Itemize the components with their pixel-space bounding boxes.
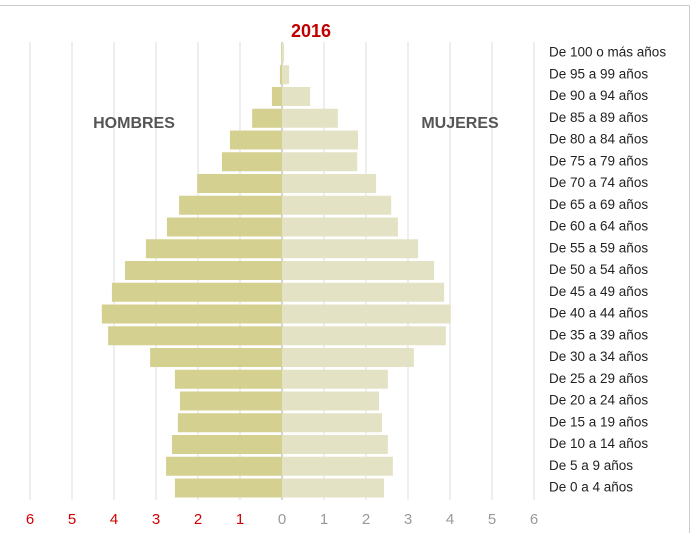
category-label: De 80 a 84 años	[549, 132, 648, 147]
bar	[282, 261, 435, 280]
x-tick-label: 2	[194, 511, 202, 528]
x-tick-label: 1	[320, 511, 328, 528]
x-tick-label: 3	[404, 511, 412, 528]
category-label: De 25 a 29 años	[549, 371, 648, 386]
bar	[282, 282, 445, 302]
category-label: De 85 a 89 años	[549, 110, 648, 125]
x-tick-label: 2	[362, 511, 370, 528]
bar	[282, 174, 377, 193]
bar	[281, 43, 282, 63]
x-tick-label: 4	[110, 511, 118, 528]
category-label: De 70 a 74 años	[549, 175, 648, 190]
bar	[282, 326, 446, 346]
x-tick-label: 6	[530, 511, 538, 528]
category-label: De 95 a 99 años	[549, 66, 648, 81]
bar	[177, 413, 282, 433]
category-label: De 15 a 19 años	[549, 414, 648, 429]
bar	[108, 326, 283, 346]
bar	[282, 456, 393, 476]
bar	[282, 435, 388, 454]
bar	[282, 413, 382, 433]
bar	[282, 348, 414, 367]
bar	[166, 217, 282, 237]
category-label: De 35 a 39 años	[549, 327, 648, 342]
x-tick-label: 0	[278, 511, 286, 528]
x-tick-label: 5	[488, 511, 496, 528]
bar	[282, 304, 451, 324]
category-label: De 100 o más años	[549, 45, 666, 60]
category-label: De 90 a 94 años	[549, 88, 648, 103]
bar	[282, 152, 358, 172]
bar	[271, 87, 282, 106]
bar	[282, 369, 388, 389]
category-label: De 45 a 49 años	[549, 284, 648, 299]
bar	[171, 435, 282, 454]
category-label: De 55 a 59 años	[549, 240, 648, 255]
bar	[282, 130, 359, 150]
category-label: De 5 a 9 años	[549, 458, 633, 473]
x-tick-label: 3	[152, 511, 160, 528]
x-tick-label: 5	[68, 511, 76, 528]
series-label: HOMBRES	[93, 115, 175, 132]
bar	[150, 348, 282, 367]
bar	[282, 108, 338, 128]
category-label: De 20 a 24 años	[549, 393, 648, 408]
bar	[229, 130, 282, 150]
bars	[101, 43, 451, 498]
category-label: De 0 a 4 años	[549, 480, 633, 495]
bar	[179, 391, 282, 411]
bar	[282, 217, 398, 237]
bar	[282, 195, 392, 215]
chart-title: 2016	[291, 21, 331, 41]
category-label: De 65 a 69 años	[549, 197, 648, 212]
x-tick-label: 6	[26, 511, 34, 528]
bar	[282, 391, 380, 411]
category-label: De 60 a 64 años	[549, 219, 648, 234]
bar	[279, 65, 282, 85]
x-tick-label: 1	[236, 511, 244, 528]
category-label: De 10 a 14 años	[549, 436, 648, 451]
bar	[252, 108, 282, 128]
bar	[166, 456, 282, 476]
bar	[174, 478, 282, 498]
bar	[124, 261, 282, 280]
bar	[282, 239, 419, 259]
bar	[111, 282, 283, 302]
bar	[282, 43, 285, 63]
bar	[197, 174, 282, 193]
x-tick-label: 4	[446, 511, 454, 528]
category-label: De 40 a 44 años	[549, 306, 648, 321]
bar	[282, 87, 311, 106]
bar	[282, 478, 385, 498]
bar	[101, 304, 282, 324]
category-label: De 50 a 54 años	[549, 262, 648, 277]
bar	[174, 369, 282, 389]
bar	[221, 152, 282, 172]
category-label: De 75 a 79 años	[549, 153, 648, 168]
bar	[179, 195, 282, 215]
bar	[145, 239, 282, 259]
series-label: MUJERES	[421, 115, 499, 132]
category-label: De 30 a 34 años	[549, 349, 648, 364]
bar	[282, 65, 290, 85]
